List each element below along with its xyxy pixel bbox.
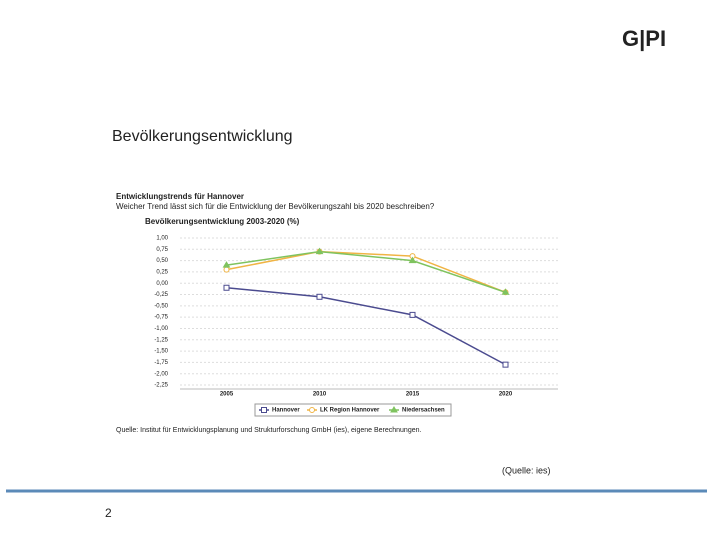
marker <box>222 261 231 268</box>
y-tick-label: -2,00 <box>154 371 168 377</box>
y-tick-label: -2,25 <box>154 383 168 389</box>
marker <box>501 288 510 295</box>
marker <box>502 361 509 368</box>
y-tick-label: -1,75 <box>154 360 168 366</box>
marker <box>223 266 230 273</box>
x-tick-label: 2005 <box>220 392 234 398</box>
chart-title: Bevölkerungsentwicklung 2003-2020 (%) <box>145 217 300 226</box>
y-tick-label: -1,00 <box>154 326 168 332</box>
marker <box>223 284 230 291</box>
logo: G|PI <box>622 26 666 51</box>
y-tick-label: -1,50 <box>154 349 168 355</box>
legend-box <box>254 403 452 417</box>
y-tick-label: 0,50 <box>156 258 168 264</box>
x-tick-label: 2020 <box>499 392 513 398</box>
marker <box>390 406 398 413</box>
x-tick-label: 2015 <box>406 392 420 398</box>
chart-question: Weicher Trend lässt sich für die Entwick… <box>116 202 435 211</box>
y-tick-label: 0,75 <box>156 247 168 253</box>
line <box>226 250 506 293</box>
chart-source: Quelle: Institut für Entwicklungsplanung… <box>116 427 422 434</box>
y-tick-label: -1,25 <box>154 337 168 343</box>
page-number: 2 <box>105 506 112 520</box>
chart-header: Entwicklungstrends für Hannover <box>116 192 244 201</box>
y-tick-label: -0,25 <box>154 292 168 298</box>
y-tick-label: 0,25 <box>156 270 168 276</box>
legend-label: Hannover <box>272 408 300 414</box>
marker <box>316 293 323 300</box>
y-tick-label: -0,75 <box>154 315 168 321</box>
x-tick-label: 2010 <box>313 392 327 398</box>
y-tick-label: 1,00 <box>156 236 168 242</box>
slide-title: Bevölkerungsentwicklung <box>112 128 293 145</box>
legend-label: LK Region Hannover <box>320 408 380 414</box>
footer-source: (Quelle: ies) <box>502 465 551 475</box>
marker <box>408 256 417 264</box>
legend-label: Niedersachsen <box>402 408 445 414</box>
marker <box>409 311 416 318</box>
y-tick-label: 0,00 <box>156 281 168 287</box>
marker <box>315 247 324 255</box>
line <box>226 250 506 293</box>
line <box>226 287 506 366</box>
y-tick-label: -0,50 <box>154 303 168 309</box>
marker <box>309 407 315 413</box>
marker <box>261 407 267 413</box>
